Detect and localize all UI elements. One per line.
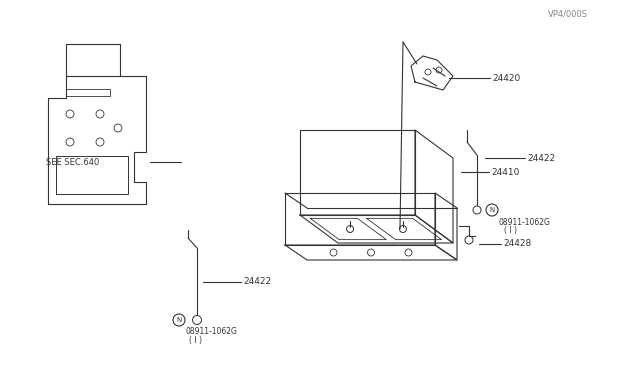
Text: N: N — [490, 207, 495, 213]
Text: 08911-1062G: 08911-1062G — [185, 327, 237, 337]
Text: 24410: 24410 — [491, 167, 520, 176]
Text: VP4/000S: VP4/000S — [548, 10, 588, 19]
Text: ( I ): ( I ) — [189, 336, 202, 344]
Text: 24422: 24422 — [243, 278, 271, 286]
Text: 08911-1062G: 08911-1062G — [499, 218, 551, 227]
Text: SEE SEC.640: SEE SEC.640 — [46, 157, 99, 167]
Text: 24428: 24428 — [503, 240, 531, 248]
Text: 24420: 24420 — [492, 74, 520, 83]
Text: N: N — [177, 317, 182, 323]
Text: 24422: 24422 — [527, 154, 555, 163]
Text: ( I ): ( I ) — [504, 225, 517, 234]
